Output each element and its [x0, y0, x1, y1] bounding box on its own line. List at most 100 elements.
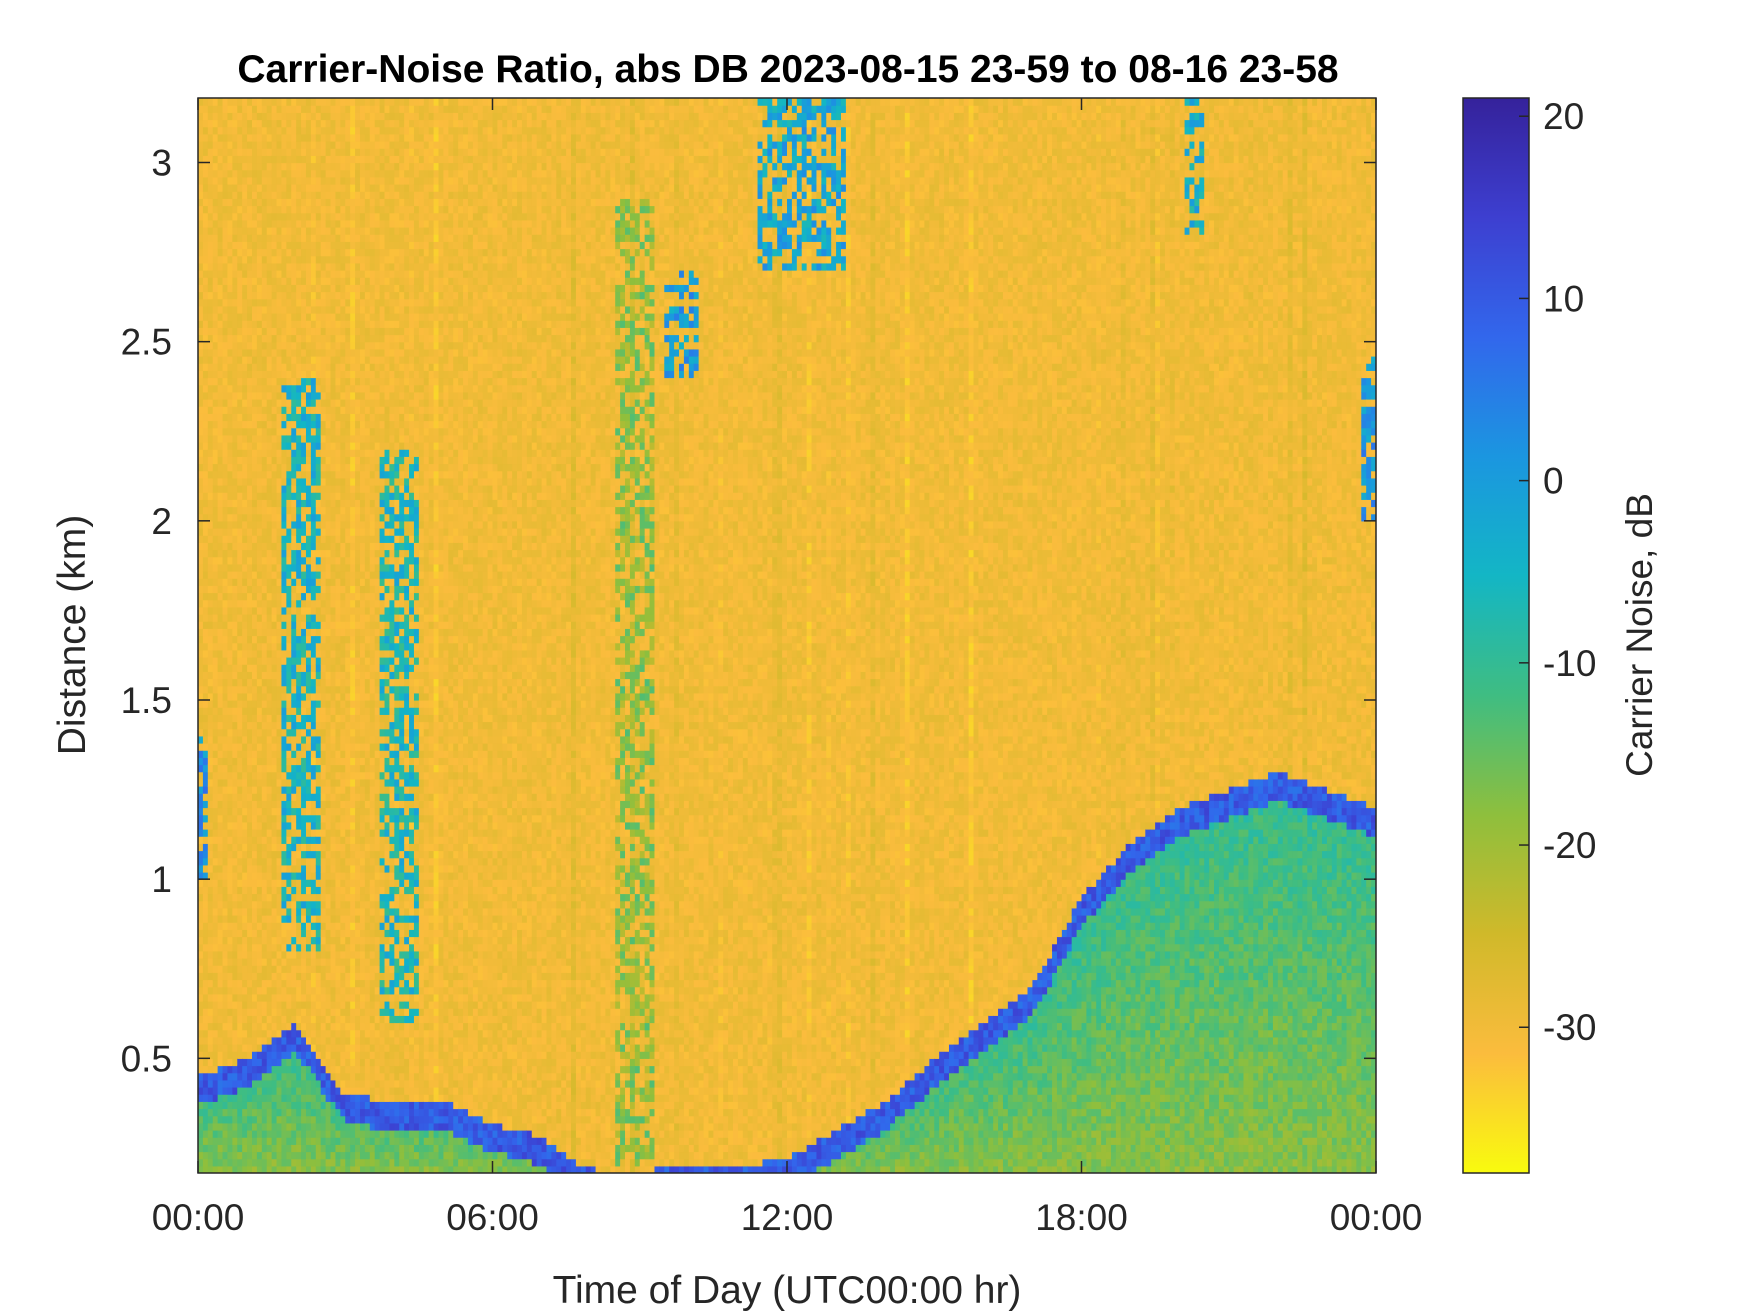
- heatmap-cell: [355, 1015, 361, 1023]
- heatmap-cell: [306, 937, 312, 945]
- heatmap-cell: [232, 1130, 238, 1138]
- heatmap-cell: [326, 628, 332, 636]
- heatmap-cell: [272, 206, 278, 214]
- heatmap-cell: [252, 378, 258, 386]
- heatmap-cell: [331, 815, 337, 823]
- heatmap-cell: [360, 1015, 366, 1023]
- heatmap-cell: [301, 800, 307, 808]
- heatmap-cell: [267, 1087, 273, 1095]
- heatmap-cell: [331, 335, 337, 343]
- heatmap-cell: [311, 1087, 317, 1095]
- heatmap-cell: [267, 206, 273, 214]
- heatmap-cell: [326, 836, 332, 844]
- heatmap-cell: [237, 120, 243, 128]
- heatmap-cell: [208, 1130, 214, 1138]
- heatmap-cell: [286, 836, 292, 844]
- heatmap-cell: [247, 421, 253, 429]
- heatmap-cell: [316, 1066, 322, 1074]
- heatmap-cell: [277, 765, 283, 773]
- heatmap-cell: [291, 492, 297, 500]
- heatmap-cell: [311, 858, 317, 866]
- heatmap-cell: [227, 550, 233, 558]
- heatmap-cell: [335, 263, 341, 271]
- heatmap-cell: [277, 593, 283, 601]
- heatmap-cell: [262, 542, 268, 550]
- heatmap-cell: [316, 349, 322, 357]
- heatmap-cell: [227, 757, 233, 765]
- heatmap-cell: [252, 356, 258, 364]
- heatmap-cell: [252, 535, 258, 543]
- heatmap-cell: [267, 370, 273, 378]
- heatmap-cell: [296, 1087, 302, 1095]
- heatmap-cell: [306, 1101, 312, 1109]
- heatmap-cell: [252, 177, 258, 185]
- heatmap-cell: [208, 836, 214, 844]
- heatmap-cell: [355, 621, 361, 629]
- heatmap-cell: [296, 1051, 302, 1059]
- heatmap-cell: [331, 736, 337, 744]
- heatmap-cell: [326, 227, 332, 235]
- heatmap-cell: [227, 220, 233, 228]
- heatmap-cell: [218, 1123, 224, 1131]
- heatmap-cell: [340, 729, 346, 737]
- heatmap-cell: [262, 406, 268, 414]
- heatmap-cell: [331, 593, 337, 601]
- heatmap-cell: [208, 378, 214, 386]
- heatmap-cell: [321, 908, 327, 916]
- heatmap-cell: [311, 356, 317, 364]
- heatmap-cell: [355, 191, 361, 199]
- heatmap-cell: [326, 822, 332, 830]
- heatmap-cell: [331, 714, 337, 722]
- heatmap-cell: [296, 1101, 302, 1109]
- heatmap-cell: [335, 406, 341, 414]
- heatmap-cell: [272, 1058, 278, 1066]
- heatmap-cell: [326, 550, 332, 558]
- heatmap-cell: [331, 1123, 337, 1131]
- heatmap-cell: [331, 958, 337, 966]
- heatmap-cell: [247, 1130, 253, 1138]
- heatmap-cell: [272, 757, 278, 765]
- heatmap-cell: [281, 779, 287, 787]
- heatmap-cell: [355, 607, 361, 615]
- heatmap-cell: [252, 901, 258, 909]
- heatmap-cell: [331, 521, 337, 529]
- heatmap-cell: [208, 901, 214, 909]
- heatmap-cell: [321, 1051, 327, 1059]
- heatmap-cell: [360, 1152, 366, 1160]
- heatmap-cell: [252, 241, 258, 249]
- heatmap-cell: [218, 571, 224, 579]
- heatmap-cell: [267, 765, 273, 773]
- heatmap-cell: [247, 886, 253, 894]
- heatmap-cell: [286, 256, 292, 264]
- heatmap-cell: [208, 664, 214, 672]
- heatmap-cell: [296, 1123, 302, 1131]
- heatmap-cell: [291, 1152, 297, 1160]
- heatmap-cell: [203, 886, 209, 894]
- heatmap-cell: [272, 356, 278, 364]
- heatmap-cell: [311, 1130, 317, 1138]
- heatmap-cell: [252, 1037, 258, 1045]
- heatmap-cell: [311, 177, 317, 185]
- heatmap-cell: [272, 220, 278, 228]
- heatmap-cell: [242, 700, 248, 708]
- heatmap-cell: [326, 664, 332, 672]
- heatmap-cell: [272, 815, 278, 823]
- heatmap-cell: [267, 249, 273, 257]
- heatmap-cell: [213, 313, 219, 321]
- heatmap-cell: [267, 815, 273, 823]
- heatmap-cell: [257, 722, 263, 730]
- heatmap-cell: [326, 858, 332, 866]
- heatmap-cell: [291, 241, 297, 249]
- heatmap-cell: [350, 471, 356, 479]
- heatmap-cell: [267, 772, 273, 780]
- heatmap-cell: [208, 1101, 214, 1109]
- heatmap-cell: [218, 356, 224, 364]
- heatmap-cell: [218, 908, 224, 916]
- heatmap-cell: [267, 1159, 273, 1167]
- heatmap-cell: [340, 241, 346, 249]
- heatmap-cell: [296, 528, 302, 536]
- heatmap-cell: [355, 664, 361, 672]
- heatmap-cell: [242, 614, 248, 622]
- heatmap-cell: [316, 256, 322, 264]
- heatmap-cell: [237, 421, 243, 429]
